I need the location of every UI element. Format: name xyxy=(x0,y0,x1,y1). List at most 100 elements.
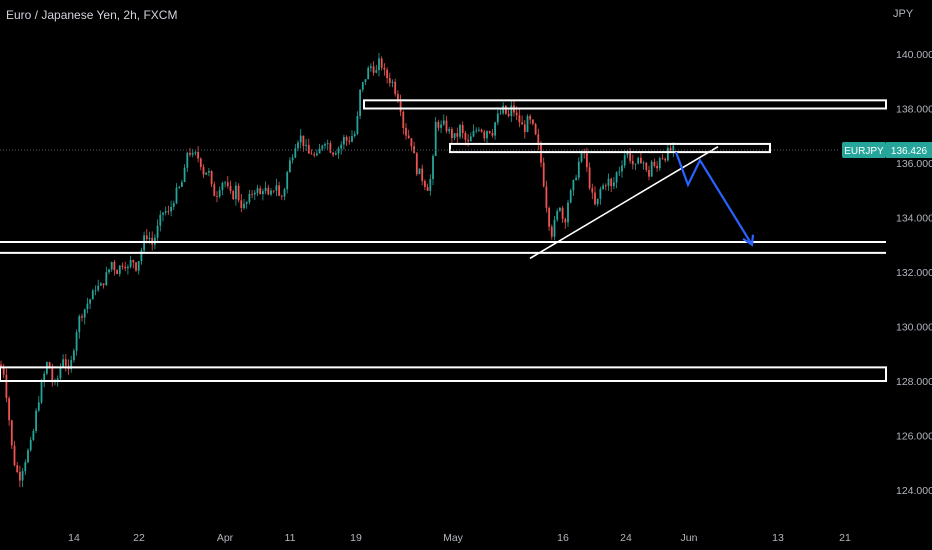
candle-body xyxy=(275,185,278,191)
x-tick-label: 13 xyxy=(772,532,784,544)
candle-body xyxy=(8,398,10,421)
candle-body xyxy=(172,203,175,207)
candle-body xyxy=(256,188,259,193)
candle-body xyxy=(208,171,210,173)
candle-body xyxy=(243,203,245,208)
candle-body xyxy=(472,131,475,137)
x-tick-label: 21 xyxy=(839,532,851,544)
ascending-trendline[interactable] xyxy=(529,145,719,260)
candle-body xyxy=(73,350,75,361)
candle-body xyxy=(183,167,186,182)
candle-body xyxy=(91,290,94,300)
candle-body xyxy=(613,182,615,187)
candle-body xyxy=(623,155,626,166)
candle-body xyxy=(110,262,113,270)
candle-body xyxy=(518,115,521,123)
candle-body xyxy=(545,186,548,208)
candle-body xyxy=(445,120,448,132)
candle-body xyxy=(461,125,464,133)
candle-body xyxy=(537,134,540,145)
x-axis: 14 22 Apr 11 19 May 16 24 Jun 13 21 xyxy=(68,532,851,544)
candle-body xyxy=(2,366,5,375)
candle-body xyxy=(386,69,388,79)
candle-body xyxy=(121,265,124,267)
candle-body xyxy=(345,137,348,141)
zone-upper-resistance[interactable] xyxy=(363,99,887,110)
candle-body xyxy=(32,431,35,440)
candle-body xyxy=(299,135,302,143)
candle-body xyxy=(124,266,127,269)
candle-body xyxy=(353,133,356,137)
candle-body xyxy=(499,113,502,115)
candle-body xyxy=(302,135,305,146)
y-tick-label: 124.000 xyxy=(896,485,932,497)
candle-body xyxy=(16,465,19,472)
candle-body xyxy=(548,207,550,227)
x-tick-label: 16 xyxy=(557,532,569,544)
candle-body xyxy=(488,131,491,133)
candle-body xyxy=(305,144,307,146)
candle-body xyxy=(0,364,2,367)
currency-label: JPY xyxy=(893,8,914,20)
candle-body xyxy=(251,193,253,195)
candle-body xyxy=(202,167,205,175)
candle-body xyxy=(418,168,421,175)
candle-body xyxy=(351,136,353,142)
candle-body xyxy=(210,171,213,185)
y-tick-label: 138.000 xyxy=(896,104,932,116)
y-tick-label: 126.000 xyxy=(896,431,932,443)
candle-body xyxy=(37,402,40,411)
candle-body xyxy=(486,131,488,139)
x-tick-label: 11 xyxy=(285,532,296,544)
candle-body xyxy=(235,185,237,200)
candle-body xyxy=(569,190,572,203)
y-tick-label: 140.000 xyxy=(896,49,932,61)
candle-body xyxy=(159,214,162,226)
candle-body xyxy=(426,186,429,191)
price-tag-bg xyxy=(886,142,932,158)
candle-body xyxy=(550,226,553,237)
candle-body xyxy=(132,260,135,263)
candle-body xyxy=(588,167,591,189)
candle-body xyxy=(526,116,529,132)
candle-body xyxy=(372,66,375,73)
candle-body xyxy=(383,67,386,70)
candle-body xyxy=(456,133,459,137)
candle-body xyxy=(664,158,667,161)
candle-body xyxy=(556,210,559,220)
y-tick-label: 136.000 xyxy=(896,158,932,170)
candle-body xyxy=(656,165,658,169)
candle-body xyxy=(272,190,275,192)
candle-body xyxy=(259,188,262,195)
y-tick-label: 132.000 xyxy=(896,267,932,279)
candle-body xyxy=(62,359,64,367)
candles-layer xyxy=(0,53,675,488)
candle-body xyxy=(294,148,297,158)
x-tick-label: 19 xyxy=(350,532,362,544)
candle-body xyxy=(469,136,472,142)
candle-body xyxy=(10,420,13,446)
candle-body xyxy=(561,207,564,219)
price-tag-value: 136.426 xyxy=(891,146,928,157)
candle-body xyxy=(553,219,556,237)
candle-body xyxy=(432,156,434,180)
candle-body xyxy=(637,157,640,164)
zone-lower-support[interactable] xyxy=(0,366,887,382)
candle-body xyxy=(523,124,526,132)
candle-body xyxy=(410,138,413,147)
candle-body xyxy=(289,160,291,173)
candle-body xyxy=(116,270,118,274)
symbol-tag-label: EURJPY xyxy=(844,146,884,157)
candle-body xyxy=(280,195,283,197)
candle-body xyxy=(156,225,159,238)
projection-path[interactable] xyxy=(674,151,753,246)
candle-body xyxy=(40,382,43,403)
candle-body xyxy=(572,180,575,191)
projection-arrowhead xyxy=(742,234,755,247)
zone-current-resistance[interactable] xyxy=(449,142,771,154)
candle-body xyxy=(405,127,407,136)
candle-body xyxy=(199,158,202,167)
candle-body xyxy=(424,181,426,187)
candle-body xyxy=(237,185,240,201)
